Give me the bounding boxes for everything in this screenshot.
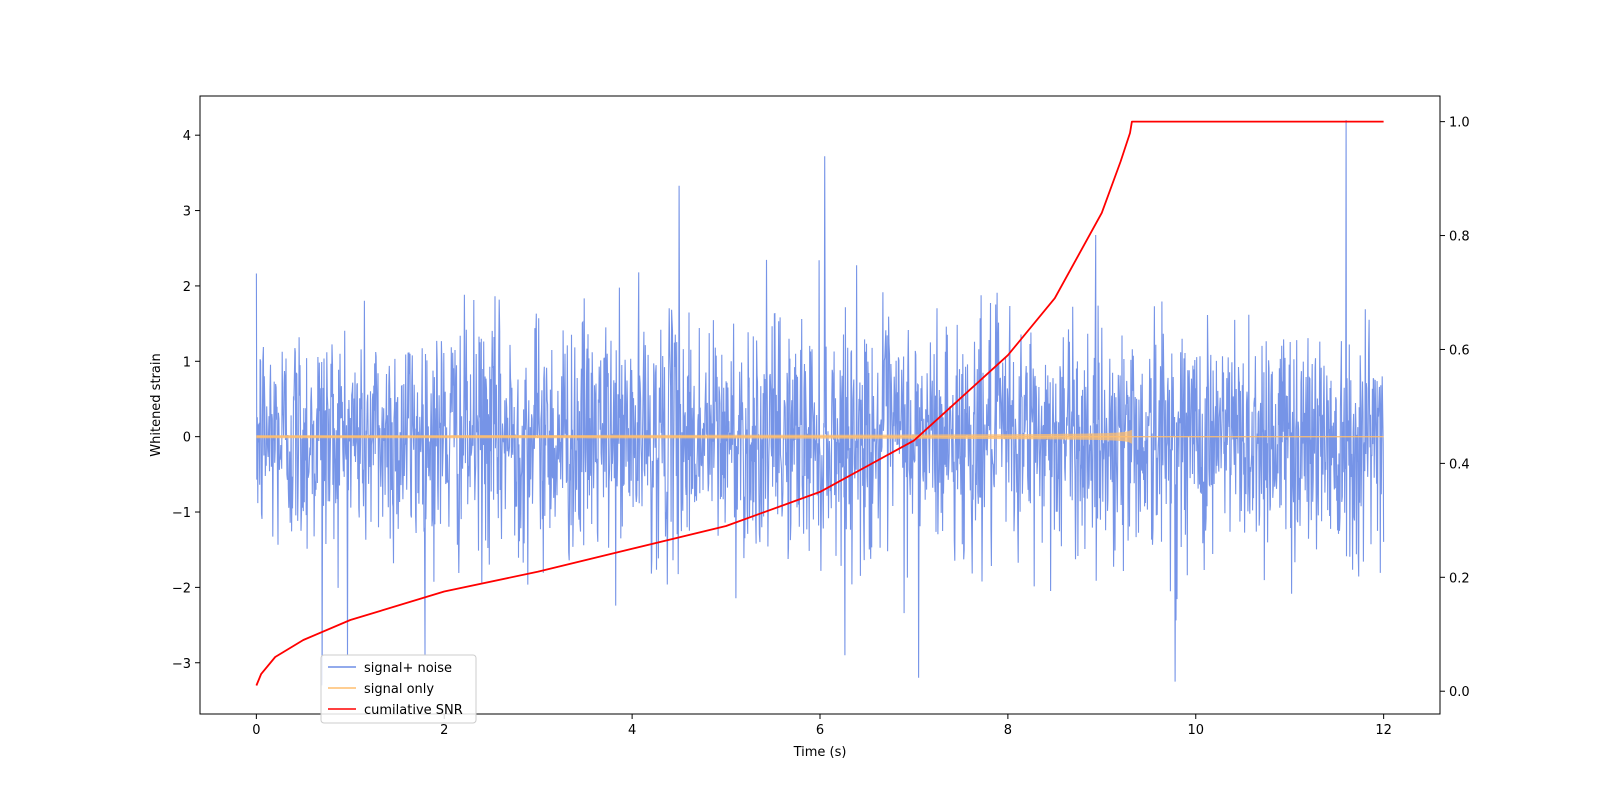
signal-noise-line bbox=[255, 120, 1385, 686]
y-tick-label: −3 bbox=[172, 657, 191, 672]
signal-noise-series bbox=[255, 120, 1385, 686]
y2-tick-label: 1.0 bbox=[1449, 116, 1470, 131]
legend: signal+ noise signal only cumilative SNR bbox=[320, 654, 477, 724]
y-axis-title: Whitened strain bbox=[149, 353, 164, 456]
x-tick-label: 12 bbox=[1375, 723, 1392, 738]
cumulative-snr-line bbox=[255, 120, 1384, 686]
y-tick-label: 3 bbox=[183, 205, 191, 220]
legend-box bbox=[320, 654, 477, 724]
cumulative-snr-series bbox=[255, 120, 1384, 686]
y2-tick-label: 0.6 bbox=[1449, 343, 1470, 358]
y-tick-label: 1 bbox=[183, 355, 191, 370]
x-tick-label: 8 bbox=[1004, 723, 1012, 738]
y-axis-left: −3 −2 −1 0 1 2 3 4 bbox=[172, 129, 200, 672]
y-tick-label: −2 bbox=[172, 581, 191, 596]
x-tick-label: 10 bbox=[1187, 723, 1204, 738]
y2-tick-label: 0.0 bbox=[1449, 685, 1470, 700]
y2-tick-label: 0.2 bbox=[1449, 571, 1470, 586]
x-tick-label: 4 bbox=[628, 723, 636, 738]
x-tick-label: 0 bbox=[252, 723, 260, 738]
y-tick-label: −1 bbox=[172, 506, 191, 521]
signal-only-series bbox=[256, 429, 1384, 444]
legend-label-cumulative-snr: cumilative SNR bbox=[364, 703, 463, 718]
x-axis-title: Time (s) bbox=[793, 745, 847, 760]
y2-tick-label: 0.8 bbox=[1449, 230, 1470, 245]
y-tick-label: 0 bbox=[183, 431, 191, 446]
y-tick-label: 4 bbox=[183, 129, 191, 144]
y-axis-right: 0.0 0.2 0.4 0.6 0.8 1.0 bbox=[1440, 116, 1470, 700]
x-tick-label: 2 bbox=[440, 723, 448, 738]
legend-label-signal-only: signal only bbox=[364, 682, 434, 697]
x-tick-label: 6 bbox=[816, 723, 824, 738]
legend-label-signal-noise: signal+ noise bbox=[364, 661, 452, 676]
y2-tick-label: 0.4 bbox=[1449, 457, 1470, 472]
y-tick-label: 2 bbox=[183, 280, 191, 295]
